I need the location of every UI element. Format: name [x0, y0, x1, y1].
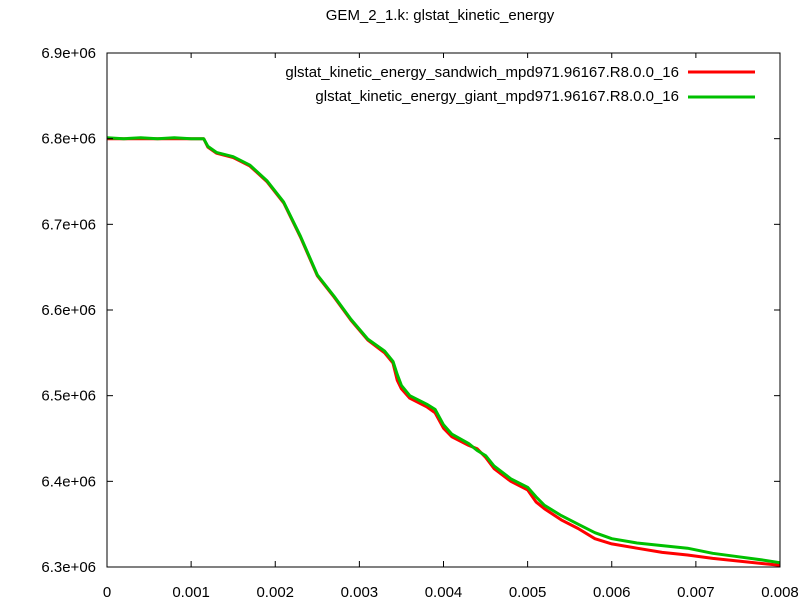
legend: glstat_kinetic_energy_sandwich_mpd971.96… — [110, 58, 760, 110]
x-tick-label: 0.002 — [256, 584, 294, 601]
legend-background — [110, 58, 760, 110]
series-line-giant — [106, 136, 781, 565]
x-tick-label: 0.001 — [172, 584, 210, 601]
x-tick-label: 0.006 — [593, 584, 631, 601]
plot-area — [106, 136, 781, 567]
legend-label-giant: glstat_kinetic_energy_giant_mpd971.96167… — [315, 88, 679, 105]
y-tick-label: 6.9e+06 — [41, 45, 96, 62]
y-tick-label: 6.8e+06 — [41, 131, 96, 148]
x-tick-label: 0.008 — [761, 584, 799, 601]
x-tick-label: 0.003 — [341, 584, 379, 601]
y-tick-label: 6.3e+06 — [41, 559, 96, 576]
x-tick-label: 0.004 — [425, 584, 463, 601]
plot-frame — [106, 52, 781, 568]
x-tick-label: 0.007 — [677, 584, 715, 601]
x-tick-label: 0.005 — [509, 584, 547, 601]
x-tick-label: 0 — [103, 584, 111, 601]
axes: 0 0.001 0.002 0.003 0.004 0.005 0.006 0.007 0.00… — [41, 45, 798, 601]
chart-title: GEM_2_1.k: glstat_kinetic_energy — [326, 7, 555, 24]
y-tick-label: 6.4e+06 — [41, 473, 96, 490]
y-tick-label: 6.6e+06 — [41, 302, 96, 319]
y-tick-label: 6.5e+06 — [41, 388, 96, 405]
legend-label-sandwich: glstat_kinetic_energy_sandwich_mpd971.96… — [285, 64, 679, 81]
y-tick-label: 6.7e+06 — [41, 216, 96, 233]
series-line-sandwich — [107, 137, 781, 567]
